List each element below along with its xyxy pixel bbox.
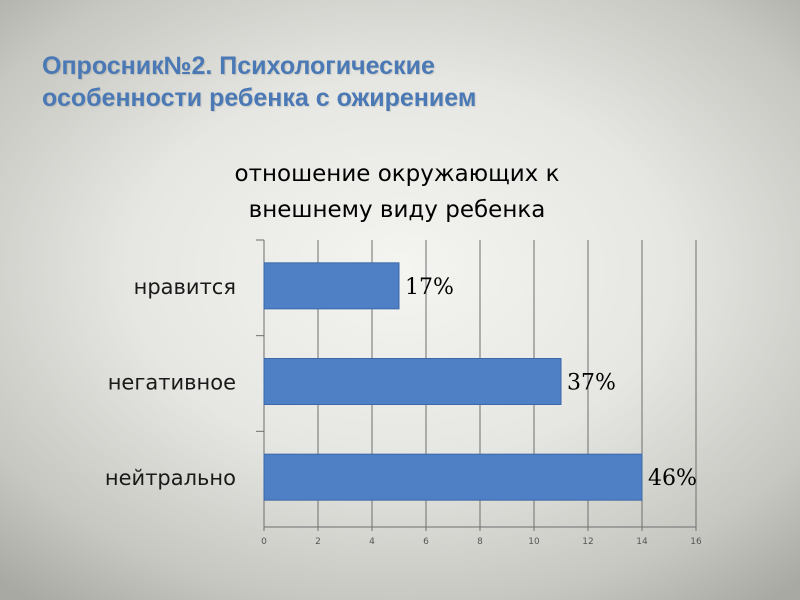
category-label: негативное [108,371,236,395]
bar [263,262,400,310]
chart-labels: 0 2 4 6 8 10 12 14 16 нравится 17% негативное 37% ней… [105,275,702,547]
data-label: 17% [405,275,454,300]
slide-title-line-2: особенности ребенка с ожирением [42,84,477,112]
bar [263,453,643,501]
category-label: нейтрально [105,466,236,490]
x-tick-label: 0 [261,537,267,547]
slide-title-line-1: Опросник№2. Психологические [42,52,435,80]
x-tick-label: 4 [369,537,375,547]
slide-title: Опросник№2. Психологические особенности … [42,50,742,114]
category-label: нравится [134,275,236,299]
x-tick-label: 16 [690,537,702,547]
x-tick-label: 6 [423,537,429,547]
chart-bars [263,262,643,501]
data-label: 37% [567,371,616,396]
x-tick-label: 8 [477,537,483,547]
chart-title-line-2: внешнему виду ребенка [249,197,546,223]
x-tick-label: 12 [582,537,593,547]
x-tick-label: 2 [315,537,321,547]
x-tick-label: 14 [636,537,648,547]
chart-title-line-1: отношение окружающих к [235,161,560,187]
bar [263,358,562,405]
x-tick-label: 10 [528,537,540,547]
data-label: 46% [648,466,697,491]
